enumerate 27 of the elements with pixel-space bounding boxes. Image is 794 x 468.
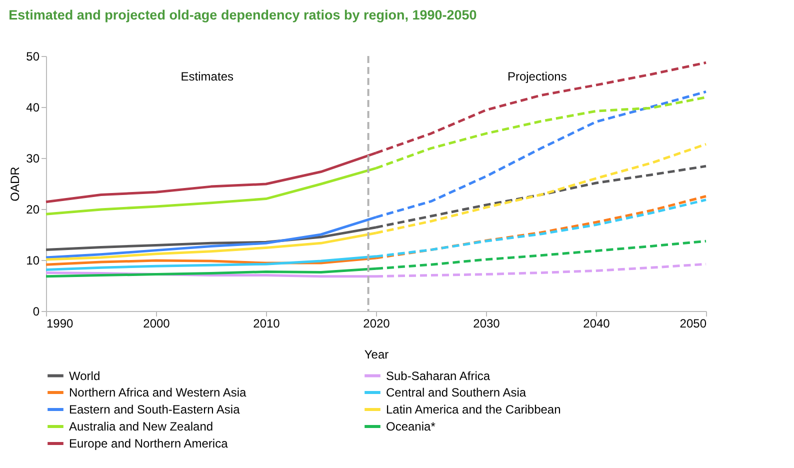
annotation: Estimates bbox=[180, 69, 234, 84]
y-tick-label: 30 bbox=[26, 152, 40, 166]
y-tick-label: 0 bbox=[32, 304, 40, 318]
x-axis-title: Year bbox=[364, 348, 389, 362]
y-tick-label: 20 bbox=[26, 202, 40, 216]
legend-label: Oceania* bbox=[386, 420, 436, 434]
annotation: Projections bbox=[507, 69, 567, 84]
y-tick-label: 50 bbox=[26, 50, 40, 64]
legend-label: Australia and New Zealand bbox=[69, 420, 214, 434]
legend-label: Sub-Saharan Africa bbox=[386, 368, 490, 383]
chart-title: Estimated and projected old-age dependency ratios by region, 1990-2050 bbox=[8, 8, 477, 22]
y-axis-title: OADR bbox=[8, 166, 22, 202]
x-tick-label: 2000 bbox=[143, 316, 170, 330]
x-tick-label: 2040 bbox=[583, 316, 610, 330]
x-tick-label: 2010 bbox=[253, 316, 280, 330]
x-tick-label: 2030 bbox=[473, 316, 500, 330]
legend-label: Northern Africa and Western Asia bbox=[69, 386, 247, 400]
legend-label: Latin America and the Caribbean bbox=[386, 402, 561, 416]
x-tick-label: 1990 bbox=[46, 316, 74, 330]
legend-label: Europe and Northern America bbox=[69, 436, 228, 450]
y-tick-label: 40 bbox=[26, 100, 40, 114]
legend-label: Central and Southern Asia bbox=[386, 386, 526, 400]
legend-label: Eastern and South-Eastern Asia bbox=[69, 402, 240, 416]
legend-label: World bbox=[69, 368, 100, 383]
y-tick-label: 10 bbox=[26, 254, 40, 268]
x-tick-label: 2020 bbox=[363, 316, 390, 330]
x-tick-label: 2050 bbox=[680, 316, 707, 330]
